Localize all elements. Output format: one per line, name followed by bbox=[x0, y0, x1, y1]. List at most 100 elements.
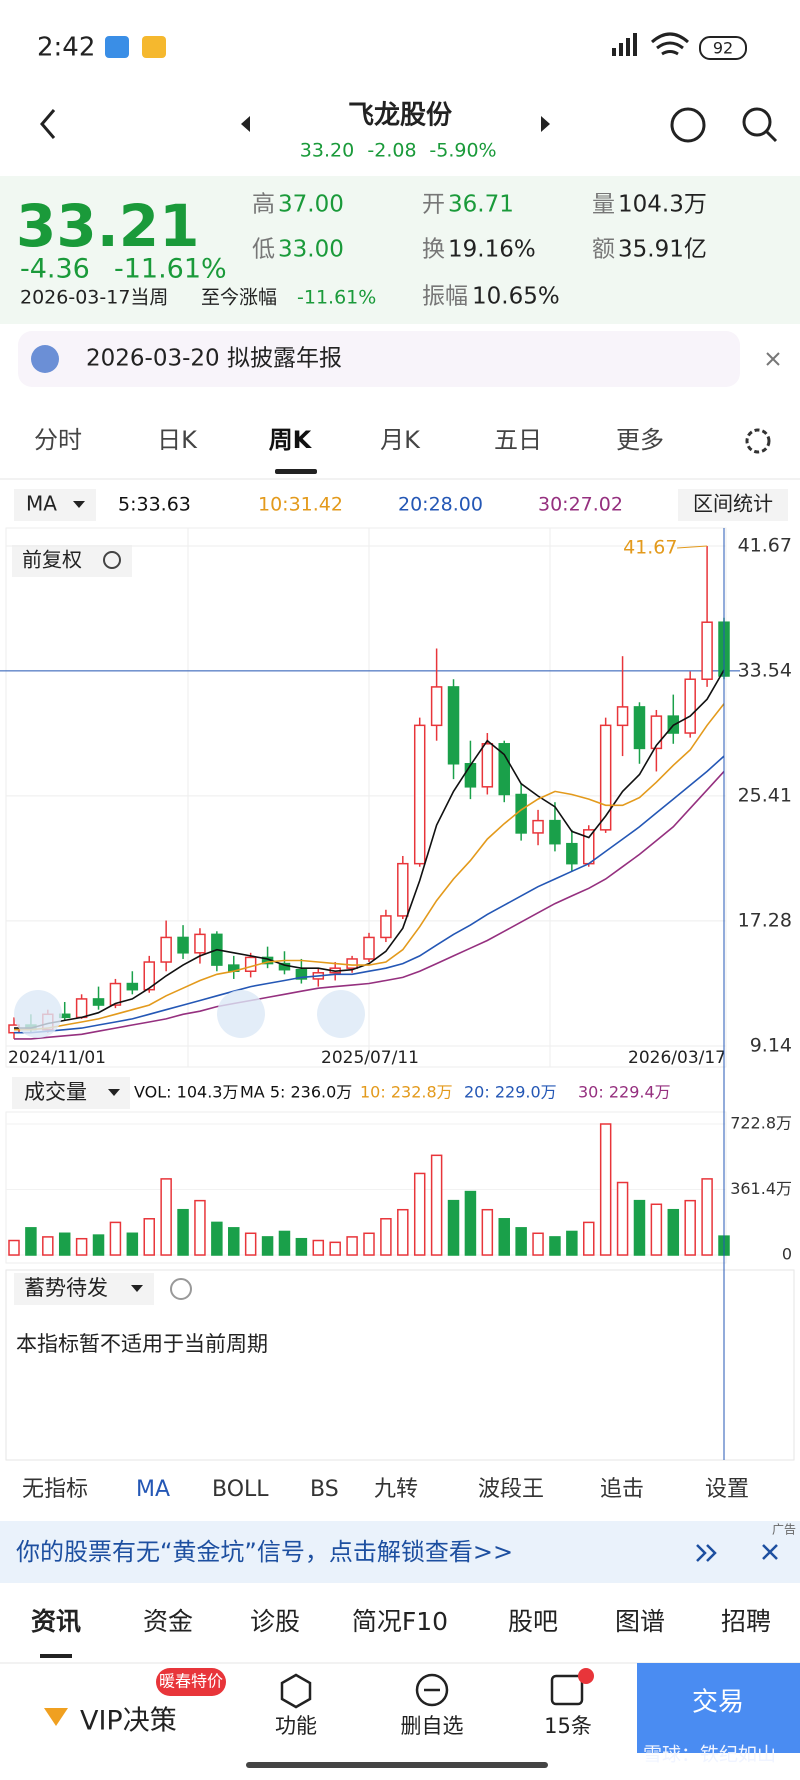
indicator-tab[interactable]: 波段王 bbox=[478, 1477, 544, 1502]
range-stats[interactable]: 区间统计 bbox=[693, 492, 773, 516]
func[interactable]: 功能 bbox=[275, 1714, 317, 1738]
volume-selector-box[interactable] bbox=[12, 1077, 130, 1109]
ad-text[interactable]: 你的股票有无“黄金坑”信号，点击解锁查看>> bbox=[16, 1538, 513, 1566]
bottom-tab[interactable]: 诊股 bbox=[250, 1607, 300, 1636]
field-label: 开 bbox=[422, 192, 445, 218]
refresh-button[interactable] bbox=[670, 107, 706, 143]
volume-legend: MA 5: 236.0万 bbox=[240, 1083, 352, 1102]
indicator-box[interactable] bbox=[14, 1273, 154, 1305]
ad-banner[interactable] bbox=[0, 1521, 800, 1583]
search-button[interactable] bbox=[742, 107, 772, 137]
func-icon bbox=[280, 1673, 312, 1709]
field-label: 量 bbox=[592, 192, 615, 218]
last-price: 33.21 bbox=[16, 192, 199, 260]
period-tab[interactable]: 更多 bbox=[616, 426, 664, 454]
ask-badge bbox=[578, 1668, 594, 1684]
candle-body bbox=[532, 819, 544, 834]
candle-body bbox=[447, 686, 460, 765]
trade-label[interactable]: 交易 bbox=[692, 1688, 744, 1718]
candle-body bbox=[464, 763, 477, 788]
y-tick-label: 41.67 bbox=[738, 534, 792, 556]
ask[interactable]: 15条 bbox=[544, 1714, 592, 1738]
app-icon bbox=[142, 36, 166, 58]
bottom-tab[interactable]: 股吧 bbox=[508, 1607, 558, 1636]
indicator-tab[interactable]: 追击 bbox=[600, 1477, 644, 1502]
max-leader bbox=[677, 545, 708, 549]
candle-body bbox=[143, 961, 155, 991]
volume-bar bbox=[532, 1232, 544, 1256]
x-tick-label: 2024/11/01 bbox=[8, 1048, 106, 1068]
volume-bar bbox=[464, 1190, 477, 1256]
cum-label: 至今涨幅 bbox=[201, 287, 277, 309]
info-icon[interactable] bbox=[170, 1278, 192, 1300]
header-price: 33.20 bbox=[300, 140, 354, 162]
candle-body bbox=[650, 715, 663, 750]
volume-bar bbox=[278, 1230, 291, 1256]
volume-bar bbox=[211, 1221, 223, 1256]
bottom-tab[interactable]: 资讯 bbox=[31, 1607, 81, 1636]
settings-button[interactable] bbox=[745, 428, 771, 454]
remove[interactable]: 删自选 bbox=[401, 1714, 464, 1738]
vip[interactable]: VIP决策 bbox=[80, 1706, 177, 1737]
dropdown-arrow bbox=[108, 1089, 120, 1096]
remove-icon bbox=[415, 1673, 449, 1707]
period-tab[interactable]: 月K bbox=[380, 426, 421, 454]
adjust-box[interactable] bbox=[12, 545, 132, 577]
y-tick-label: 9.14 bbox=[750, 1034, 792, 1056]
volume-title[interactable]: 成交量 bbox=[24, 1080, 87, 1104]
prev-stock[interactable] bbox=[241, 116, 250, 132]
period-tab[interactable]: 周K bbox=[269, 426, 313, 454]
tab-underline bbox=[275, 469, 317, 474]
max-label: 41.67 bbox=[623, 536, 677, 558]
period-tab[interactable]: 五日 bbox=[494, 426, 542, 454]
back-button[interactable] bbox=[40, 109, 56, 139]
ma-selector[interactable]: MA bbox=[26, 492, 57, 516]
volume-chart: 722.8万 361.4万 0 VOL: 104.3万 MA 5: 236.0万 10: … bbox=[6, 1083, 792, 1264]
indicator-tab[interactable]: BS bbox=[310, 1477, 339, 1502]
indicator-name[interactable]: 蓄势待发 bbox=[24, 1276, 108, 1300]
indicator-tab[interactable]: BOLL bbox=[212, 1477, 269, 1502]
volume-bar bbox=[346, 1236, 358, 1256]
candle-body bbox=[633, 706, 646, 750]
trade-button[interactable] bbox=[637, 1663, 800, 1753]
candle-body bbox=[109, 982, 122, 1006]
bottom-tabs: 资讯 资金 诊股 简况F10 股吧 图谱 招聘 bbox=[31, 1607, 771, 1636]
candle-body bbox=[413, 724, 426, 865]
zoom-in-button[interactable] bbox=[217, 990, 265, 1038]
notice-bar[interactable] bbox=[18, 331, 740, 387]
adjust-label[interactable]: 前复权 bbox=[22, 548, 82, 572]
expand-button[interactable] bbox=[317, 990, 365, 1038]
volume-bar bbox=[481, 1208, 494, 1256]
volume-bar bbox=[160, 1178, 172, 1256]
legend-entry: 20:28.00 bbox=[398, 494, 483, 516]
x-tick-label: 2025/07/11 bbox=[321, 1048, 419, 1068]
indicator-tab[interactable]: 设置 bbox=[705, 1477, 749, 1502]
field-value: 10.65% bbox=[472, 284, 560, 310]
y-tick-label: 25.41 bbox=[738, 784, 792, 806]
candle-body bbox=[684, 678, 696, 734]
period-tab[interactable]: 日K bbox=[157, 426, 198, 454]
bottom-tab[interactable]: 招聘 bbox=[721, 1607, 771, 1636]
chart-frame bbox=[5, 527, 727, 1068]
notice-close[interactable] bbox=[766, 352, 780, 366]
battery bbox=[699, 36, 747, 60]
period-tab[interactable]: 分时 bbox=[34, 426, 82, 454]
vertical-grid bbox=[187, 528, 551, 1067]
indicator-tab[interactable]: 九转 bbox=[374, 1477, 418, 1502]
candle-body bbox=[430, 686, 443, 727]
quote-panel bbox=[0, 176, 800, 324]
range-stats-box[interactable] bbox=[678, 489, 788, 521]
indicator-tab[interactable]: MA bbox=[136, 1477, 170, 1502]
adjust-gear bbox=[103, 551, 121, 569]
ad-controls[interactable] bbox=[696, 1544, 778, 1562]
bottom-tab[interactable]: 图谱 bbox=[615, 1607, 665, 1636]
next-stock[interactable] bbox=[541, 116, 550, 132]
bottom-tab[interactable]: 简况F10 bbox=[352, 1607, 448, 1636]
field-value: 33.00 bbox=[278, 237, 344, 263]
indicator-tab[interactable]: 无指标 bbox=[22, 1477, 88, 1502]
ma-selector-box[interactable] bbox=[14, 489, 96, 521]
bottom-tab[interactable]: 资金 bbox=[143, 1607, 193, 1636]
candle-body bbox=[599, 724, 612, 831]
candle-body bbox=[346, 958, 358, 969]
scroll-left-button[interactable] bbox=[14, 990, 62, 1038]
